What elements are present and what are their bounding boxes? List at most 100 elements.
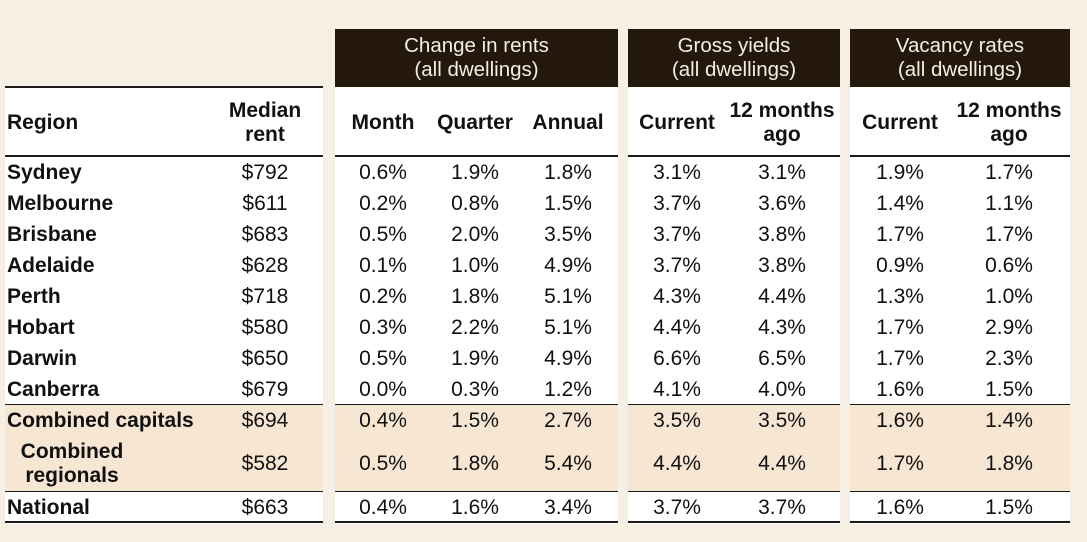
table-bottom-rule (850, 521, 1070, 523)
cell-vacancy-12-months-ago: 2.9% (985, 315, 1033, 339)
table-bottom-rule (628, 521, 840, 523)
cell-yield-current: 3.7% (653, 253, 701, 277)
combined-rows-shading (628, 405, 840, 491)
cell-region: Melbourne (7, 191, 114, 215)
cell-yield-current: 3.7% (653, 222, 701, 246)
column-header-yield-current: Current (639, 111, 715, 134)
cell-yield-current: 6.6% (653, 346, 701, 370)
cell-vacancy-current: 0.9% (876, 253, 924, 277)
cell-median-rent: $679 (241, 377, 289, 401)
group-title: Change in rents (404, 34, 549, 57)
combined-separator-rule (628, 404, 840, 405)
cell-region: Perth (7, 284, 61, 308)
cell-month: 0.4% (359, 495, 407, 519)
cell-yield-current: 3.1% (653, 160, 701, 184)
cell-region: National (7, 495, 90, 519)
cell-quarter: 2.0% (451, 222, 499, 246)
cell-annual: 1.8% (544, 160, 592, 184)
group-header-change-in-rents: Change in rents (all dwellings) (335, 29, 618, 87)
cell-vacancy-current: 1.7% (876, 346, 924, 370)
cell-yield-current: 4.4% (653, 315, 701, 339)
cell-annual: 1.2% (544, 377, 592, 401)
cell-vacancy-current: 1.4% (876, 191, 924, 215)
cell-vacancy-current: 1.3% (876, 284, 924, 308)
group-subtitle: (all dwellings) (414, 58, 539, 81)
cell-annual: 2.7% (544, 408, 592, 432)
cell-vacancy-12-months-ago: 1.5% (985, 377, 1033, 401)
combined-rows-shading (335, 405, 618, 491)
cell-vacancy-current: 1.7% (876, 315, 924, 339)
cell-yield-12-months-ago: 4.4% (758, 451, 806, 475)
cell-month: 0.2% (359, 191, 407, 215)
cell-vacancy-current: 1.7% (876, 451, 924, 475)
cell-quarter: 1.8% (451, 451, 499, 475)
group-header-gross-yields: Gross yields (all dwellings) (628, 29, 840, 87)
cell-yield-current: 3.7% (653, 495, 701, 519)
group-title: Gross yields (677, 34, 791, 57)
cell-median-rent: $683 (241, 222, 289, 246)
cell-month: 0.5% (359, 346, 407, 370)
cell-yield-current: 4.1% (653, 377, 701, 401)
cell-median-rent: $663 (241, 495, 289, 519)
cell-month: 0.0% (359, 377, 407, 401)
cell-annual: 5.1% (544, 284, 592, 308)
column-header-quarter: Quarter (437, 111, 513, 134)
cell-vacancy-12-months-ago: 1.7% (985, 160, 1033, 184)
header-bottom-rule (335, 155, 618, 157)
cell-vacancy-12-months-ago: 1.1% (985, 191, 1033, 215)
cell-region: Brisbane (7, 222, 97, 246)
cell-vacancy-12-months-ago: 0.6% (985, 253, 1033, 277)
cell-yield-12-months-ago: 3.8% (758, 222, 806, 246)
cell-yield-12-months-ago: 3.1% (758, 160, 806, 184)
cell-region: Combined capitals (7, 408, 194, 432)
cell-vacancy-current: 1.6% (876, 377, 924, 401)
cell-yield-12-months-ago: 4.3% (758, 315, 806, 339)
cell-annual: 4.9% (544, 346, 592, 370)
national-separator-rule (850, 491, 1070, 492)
cell-median-rent: $718 (241, 284, 289, 308)
cell-vacancy-current: 1.6% (876, 495, 924, 519)
group-header-vacancy-rates: Vacancy rates (all dwellings) (850, 29, 1070, 87)
cell-quarter: 1.0% (451, 253, 499, 277)
column-header-month: Month (351, 111, 415, 134)
cell-region: Sydney (7, 160, 82, 184)
cell-month: 0.5% (359, 222, 407, 246)
cell-region: Canberra (7, 377, 100, 401)
cell-quarter: 2.2% (451, 315, 499, 339)
cell-month: 0.2% (359, 284, 407, 308)
table-bottom-rule (5, 521, 323, 523)
combined-separator-rule (335, 404, 618, 405)
cell-region: Darwin (7, 346, 78, 370)
combined-separator-rule (850, 404, 1070, 405)
cell-month: 0.5% (359, 451, 407, 475)
cell-region: Combined regionals (20, 439, 124, 487)
cell-region: Adelaide (7, 253, 95, 277)
national-separator-rule (5, 491, 323, 492)
national-separator-rule (335, 491, 618, 492)
group-title: Vacancy rates (895, 34, 1025, 57)
cell-vacancy-12-months-ago: 1.4% (985, 408, 1033, 432)
cell-quarter: 1.5% (451, 408, 499, 432)
cell-annual: 5.4% (544, 451, 592, 475)
cell-vacancy-current: 1.9% (876, 160, 924, 184)
cell-region: Hobart (7, 315, 75, 339)
group-subtitle: (all dwellings) (671, 58, 797, 81)
cell-median-rent: $580 (241, 315, 289, 339)
cell-vacancy-12-months-ago: 1.5% (985, 495, 1033, 519)
column-header-vacancy-12-months-ago: 12 months ago (956, 99, 1062, 146)
cell-median-rent: $694 (241, 408, 289, 432)
column-header-yield-12-months-ago: 12 months ago (729, 99, 835, 146)
cell-quarter: 1.8% (451, 284, 499, 308)
column-header-vacancy-current: Current (862, 111, 938, 134)
cell-month: 0.1% (359, 253, 407, 277)
cell-yield-current: 3.5% (653, 408, 701, 432)
cell-annual: 3.5% (544, 222, 592, 246)
header-bottom-rule (5, 155, 323, 157)
cell-quarter: 1.6% (451, 495, 499, 519)
cell-yield-12-months-ago: 3.6% (758, 191, 806, 215)
combined-separator-rule (5, 404, 323, 405)
cell-quarter: 0.8% (451, 191, 499, 215)
header-bottom-rule (850, 155, 1070, 157)
cell-yield-12-months-ago: 4.0% (758, 377, 806, 401)
cell-median-rent: $628 (241, 253, 289, 277)
